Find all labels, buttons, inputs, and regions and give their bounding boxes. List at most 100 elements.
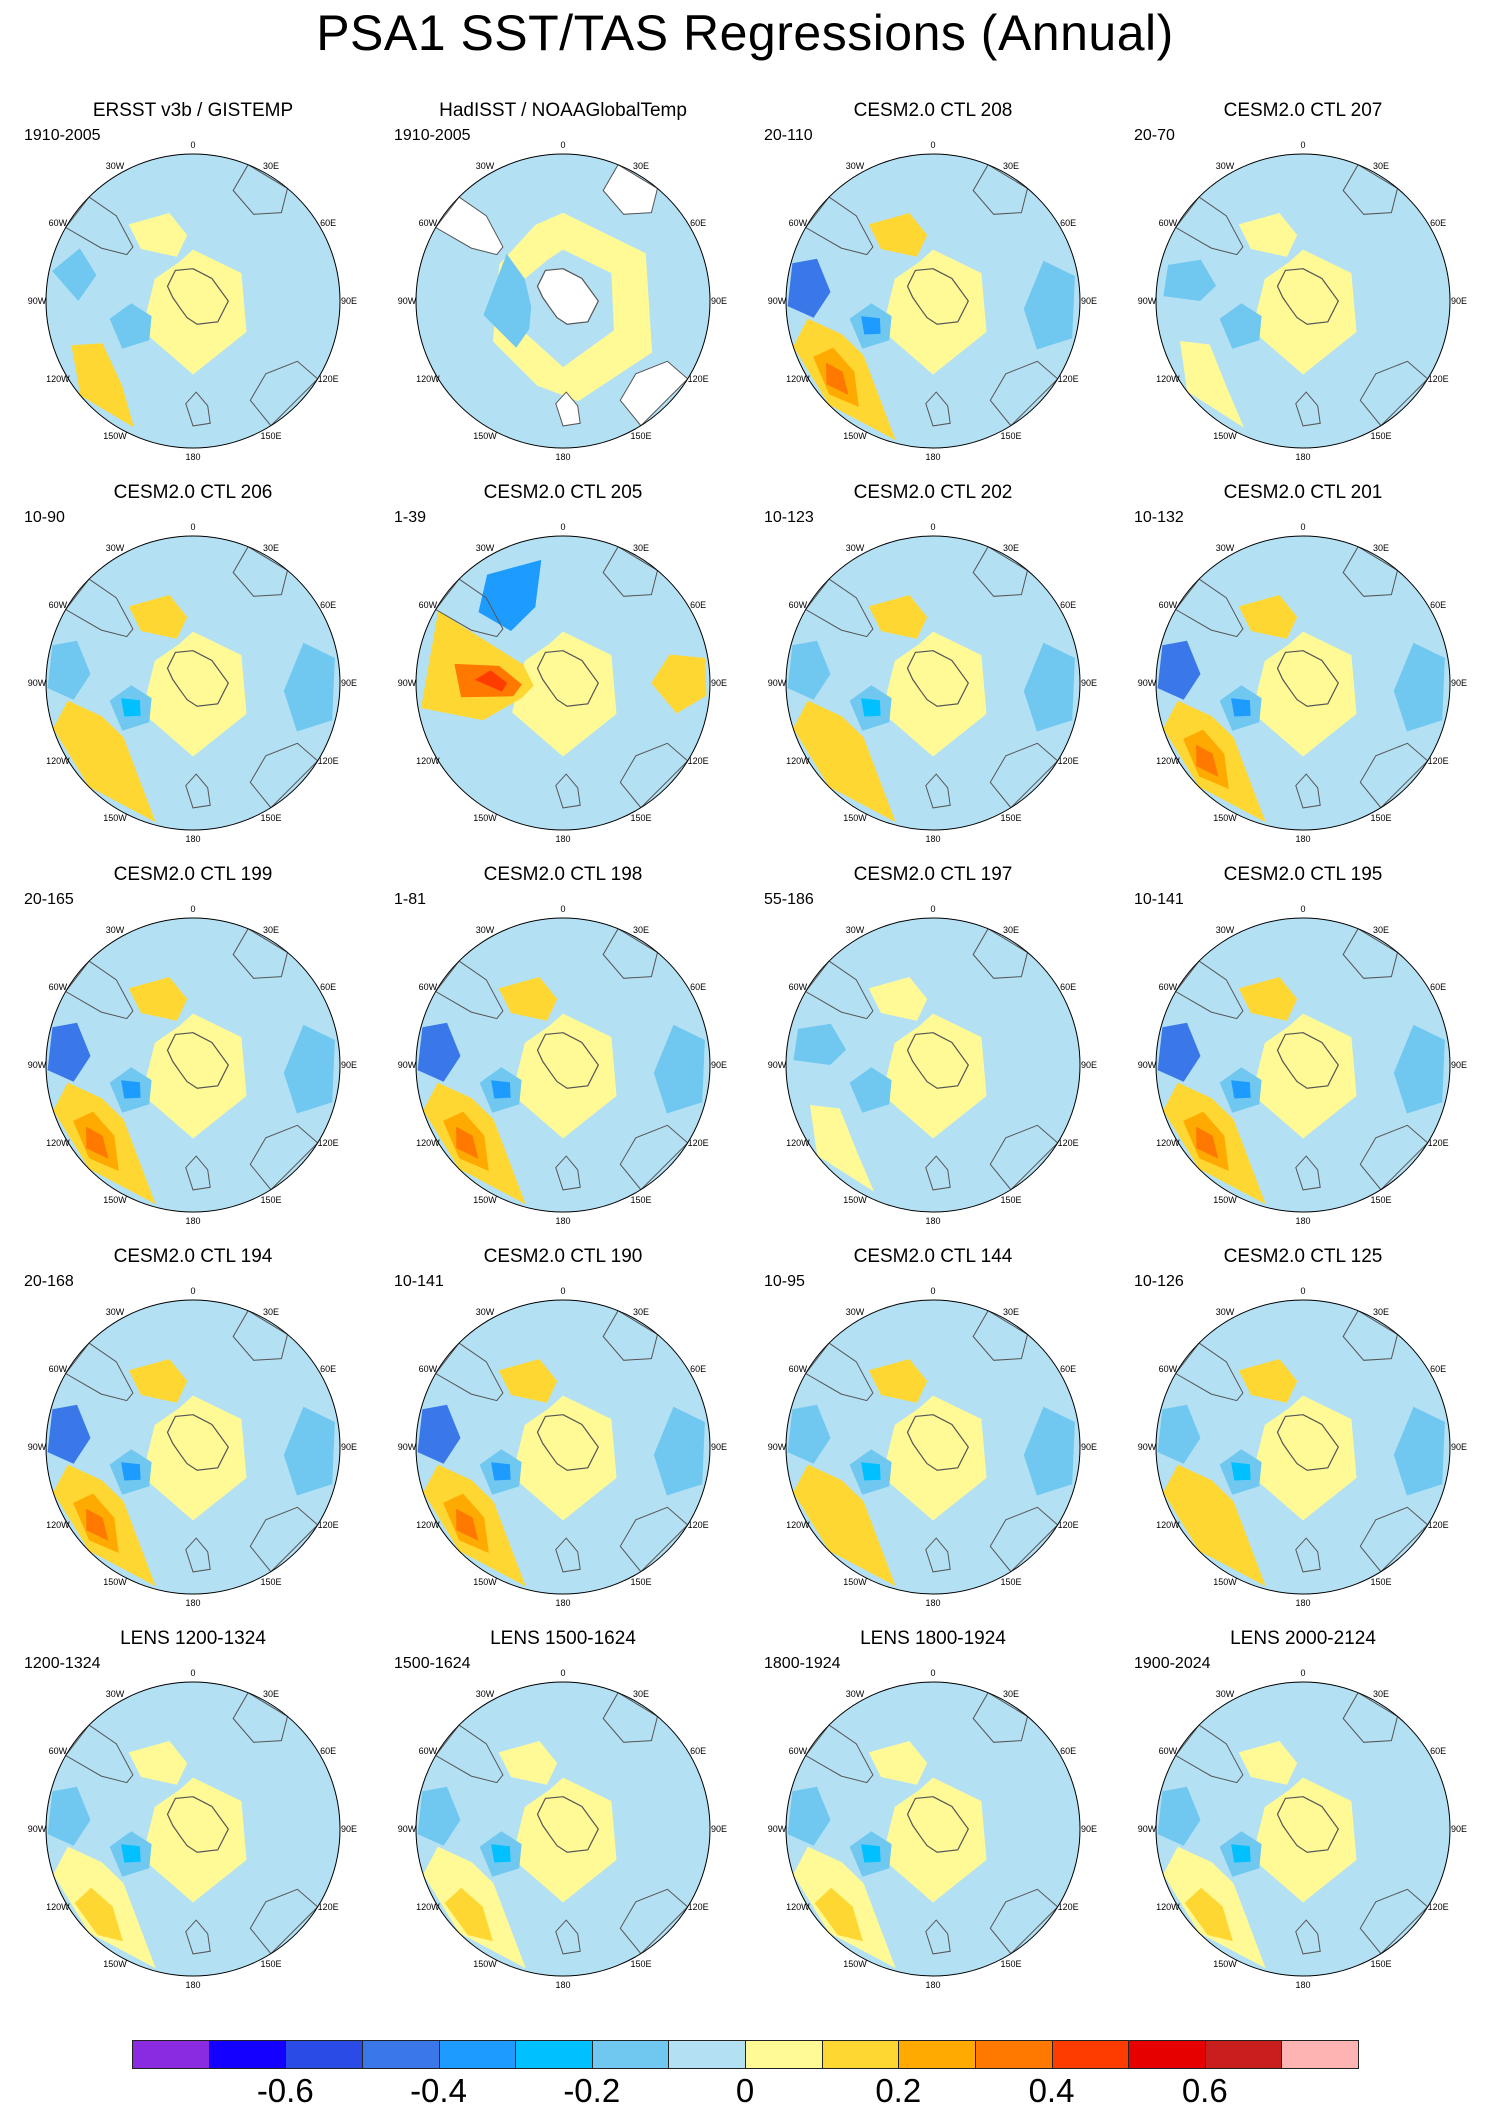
longitude-label: 30W bbox=[476, 925, 495, 935]
warm-anomaly-shape bbox=[826, 362, 849, 395]
panel-title: CESM2.0 CTL 194 bbox=[113, 1246, 273, 1267]
longitude-label: 0 bbox=[190, 1668, 195, 1678]
panel-title: CESM2.0 CTL 206 bbox=[113, 482, 273, 503]
map-panel: 0 30E 60E 90E 120E 150E 180 150W 120W 90W 60W 30W LE… bbox=[378, 1628, 748, 2008]
antarctica-coastline bbox=[906, 268, 970, 325]
neutral-anomaly-shape bbox=[882, 249, 987, 375]
longitude-label: 120E bbox=[1058, 374, 1079, 384]
longitude-label: 120W bbox=[786, 756, 810, 766]
colorbar-swatch bbox=[821, 2040, 900, 2069]
cool-anomaly-shape bbox=[491, 1462, 511, 1481]
antarctica-coastline bbox=[906, 1796, 970, 1853]
map-border bbox=[415, 1299, 711, 1595]
longitude-label: 90W bbox=[768, 1442, 787, 1452]
longitude-label: 150W bbox=[473, 1959, 497, 1969]
map-border bbox=[1155, 1299, 1451, 1595]
polar-map: 0 30E 60E 90E 120E 150E 180 150W 120W 90W 60W 30W bbox=[768, 1286, 1097, 1608]
map-panel: 0 30E 60E 90E 120E 150E 180 150W 120W 90W 60W 30W CE… bbox=[748, 864, 1118, 1244]
africa-coastline bbox=[1342, 1692, 1399, 1743]
longitude-label: 30W bbox=[846, 1307, 865, 1317]
longitude-label: 180 bbox=[925, 1216, 940, 1226]
map-border bbox=[45, 1299, 341, 1595]
australia-coastline bbox=[249, 1124, 319, 1191]
warm-anomaly-shape bbox=[1238, 1359, 1298, 1403]
colorbar-swatch bbox=[208, 2040, 287, 2069]
panel-title: CESM2.0 CTL 202 bbox=[853, 482, 1013, 503]
africa-coastline bbox=[1342, 1310, 1399, 1361]
longitude-label: 90E bbox=[341, 678, 357, 688]
longitude-label: 120W bbox=[416, 1902, 440, 1912]
longitude-label: 90W bbox=[1138, 1060, 1157, 1070]
longitude-label: 60E bbox=[690, 982, 706, 992]
warm-anomaly-shape bbox=[813, 1493, 859, 1553]
cool-anomaly-shape bbox=[52, 248, 97, 301]
map-border bbox=[45, 917, 341, 1213]
cool-anomaly-shape bbox=[47, 1404, 91, 1464]
warm-anomaly-shape bbox=[128, 1359, 188, 1403]
longitude-label: 30E bbox=[1003, 543, 1019, 553]
longitude-label: 30E bbox=[263, 1689, 279, 1699]
longitude-label: 90W bbox=[28, 296, 47, 306]
australia-coastline bbox=[249, 1888, 319, 1955]
polar-map: 0 30E 60E 90E 120E 150E 180 150W 120W 90W 60W 30W bbox=[768, 522, 1097, 844]
cool-anomaly-shape bbox=[1157, 640, 1201, 700]
colorbar-swatch bbox=[591, 2040, 670, 2069]
longitude-label: 0 bbox=[190, 140, 195, 150]
longitude-label: 30E bbox=[1003, 1307, 1019, 1317]
antarctica-coastline bbox=[166, 1032, 230, 1089]
longitude-label: 90W bbox=[1138, 1824, 1157, 1834]
polar-map: 0 30E 60E 90E 120E 150E 180 150W 120W 90W 60W 30W bbox=[398, 1286, 727, 1608]
map-panel: 0 30E 60E 90E 120E 150E 180 150W 120W 90W 60W 30W CE… bbox=[748, 1246, 1118, 1626]
longitude-label: 150E bbox=[630, 1959, 651, 1969]
longitude-label: 30W bbox=[846, 543, 865, 553]
colorbar-swatch bbox=[361, 2040, 440, 2069]
longitude-label: 60W bbox=[1159, 600, 1178, 610]
longitude-label: 0 bbox=[930, 904, 935, 914]
longitude-label: 90E bbox=[1451, 1060, 1467, 1070]
warm-anomaly-shape bbox=[868, 1741, 928, 1785]
longitude-label: 180 bbox=[925, 1980, 940, 1990]
panel-title: ERSST v3b / GISTEMP bbox=[92, 100, 294, 121]
longitude-label: 180 bbox=[925, 1598, 940, 1608]
longitude-label: 120E bbox=[318, 1902, 339, 1912]
panel-title: CESM2.0 CTL 125 bbox=[1223, 1246, 1383, 1267]
colorbar bbox=[132, 2040, 1359, 2069]
longitude-label: 150W bbox=[473, 813, 497, 823]
longitude-label: 30E bbox=[1373, 1307, 1389, 1317]
warm-anomaly-shape bbox=[1196, 744, 1219, 777]
longitude-label: 180 bbox=[1295, 834, 1310, 844]
colorbar-swatch bbox=[438, 2040, 517, 2069]
warm-anomaly-shape bbox=[814, 1887, 863, 1942]
longitude-label: 150E bbox=[630, 1195, 651, 1205]
longitude-label: 30E bbox=[1373, 925, 1389, 935]
polar-map: 0 30E 60E 90E 120E 150E 180 150W 120W 90W 60W 30W bbox=[768, 1668, 1097, 1990]
panel-title: CESM2.0 CTL 208 bbox=[853, 100, 1013, 121]
cool-anomaly-shape bbox=[1393, 1406, 1445, 1496]
longitude-label: 0 bbox=[560, 904, 565, 914]
cool-anomaly-shape bbox=[417, 1022, 461, 1082]
africa-coastline bbox=[602, 1310, 659, 1361]
longitude-label: 30W bbox=[106, 925, 125, 935]
longitude-label: 150W bbox=[843, 1195, 867, 1205]
warm-anomaly-shape bbox=[1238, 977, 1298, 1021]
panel-period: 20-168 bbox=[24, 1273, 74, 1290]
new-zealand-coastline bbox=[185, 1537, 211, 1573]
warm-anomaly-shape bbox=[498, 1741, 558, 1785]
longitude-label: 90W bbox=[768, 296, 787, 306]
neutral-anomaly-shape bbox=[882, 1777, 987, 1903]
neutral-anomaly-shape bbox=[882, 1013, 987, 1139]
longitude-label: 30E bbox=[263, 1307, 279, 1317]
longitude-label: 180 bbox=[555, 1980, 570, 1990]
longitude-label: 30E bbox=[1003, 925, 1019, 935]
longitude-label: 30E bbox=[1003, 161, 1019, 171]
antarctica-coastline bbox=[906, 1414, 970, 1471]
longitude-label: 150E bbox=[1370, 431, 1391, 441]
panel-period: 20-165 bbox=[24, 891, 74, 908]
longitude-label: 0 bbox=[560, 522, 565, 532]
longitude-label: 0 bbox=[560, 140, 565, 150]
australia-coastline bbox=[1359, 742, 1429, 809]
longitude-label: 60W bbox=[789, 1364, 808, 1374]
new-zealand-coastline bbox=[185, 1155, 211, 1191]
cool-anomaly-shape bbox=[121, 1080, 141, 1099]
longitude-label: 150E bbox=[1000, 813, 1021, 823]
